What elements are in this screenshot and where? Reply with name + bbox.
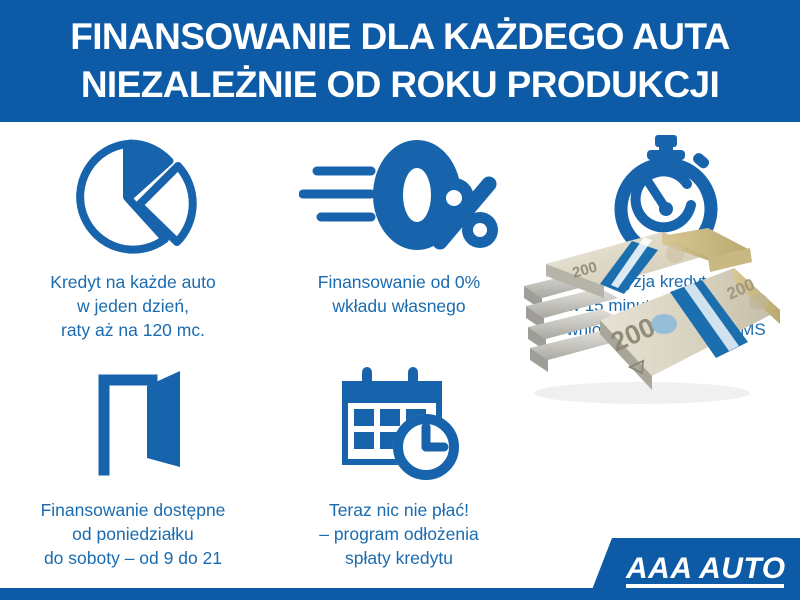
bottom-strip [0, 588, 800, 600]
feature-cell-deferred-payment: Teraz nic nie płać! – program odłożenia … [266, 360, 532, 588]
feature-caption: Finansowanie dostępne od poniedziałku do… [40, 500, 226, 568]
aaa-auto-logo: AAA AUTO [588, 538, 800, 600]
logo-underline [626, 584, 784, 589]
feature-cell-zero-percent: Finansowanie od 0% wkładu własnego [266, 132, 532, 360]
pie-chart-icon [67, 132, 199, 262]
money-photo-cell: 200 200 200 [512, 228, 800, 456]
open-door-icon [74, 360, 192, 490]
headline-line-2: NIEZALEŻNIE OD ROKU PRODUKCJI [80, 64, 720, 105]
header-band: FINANSOWANIE DLA KAŻDEGO AUTA NIEZALEŻNI… [0, 0, 800, 122]
banknote-stacks-photo: 200 200 200 [524, 228, 780, 404]
feature-cell-credit: Kredyt na każde auto w jeden dzień, raty… [0, 132, 266, 360]
calendar-clock-icon [334, 360, 464, 490]
feature-caption: Kredyt na każde auto w jeden dzień, raty… [50, 272, 216, 340]
headline-line-1: FINANSOWANIE DLA KAŻDEGO AUTA [70, 16, 730, 57]
feature-caption: Finansowanie od 0% wkładu własnego [317, 272, 481, 316]
feature-caption: Teraz nic nie płać! – program odłożenia … [319, 500, 479, 568]
svg-text:200: 200 [570, 259, 599, 282]
feature-cell-opening-hours: Finansowanie dostępne od poniedziałku do… [0, 360, 266, 588]
logo-text: AAA AUTO [625, 552, 786, 585]
zero-percent-icon [299, 132, 499, 262]
